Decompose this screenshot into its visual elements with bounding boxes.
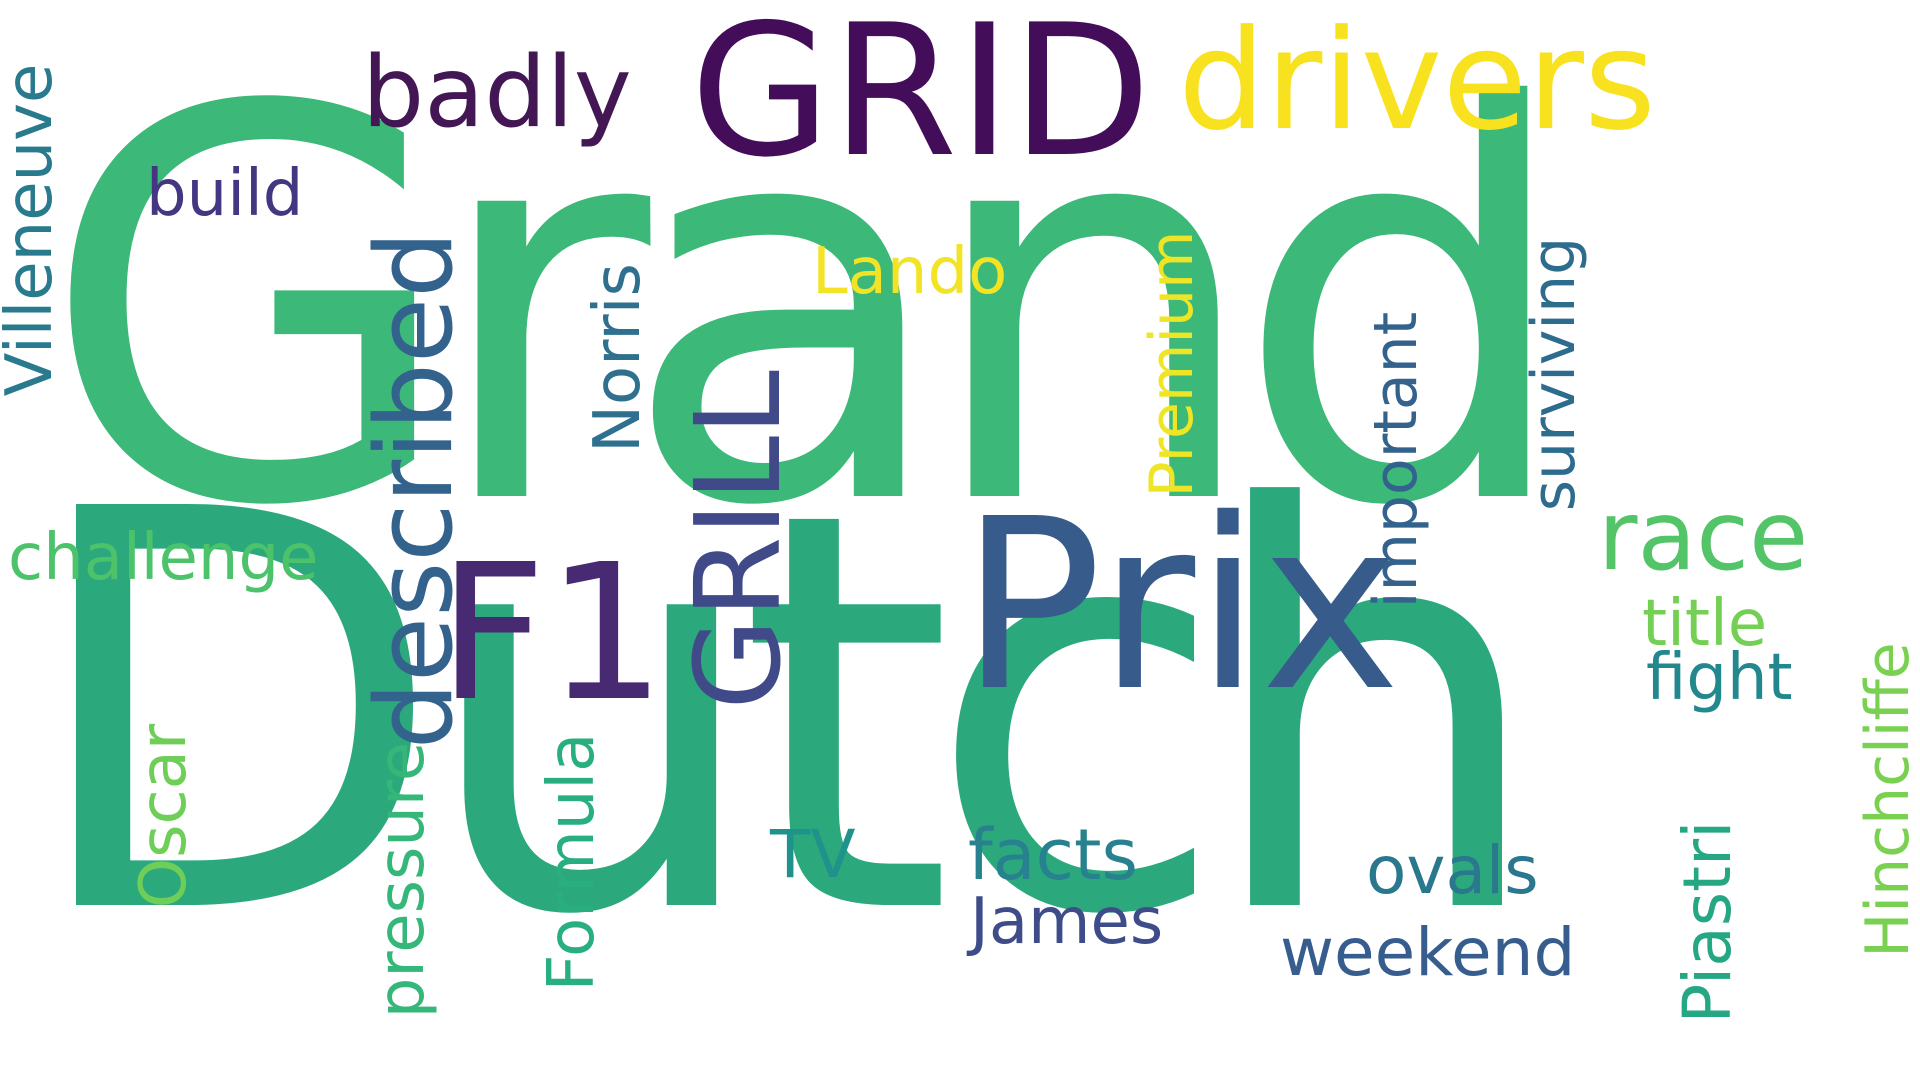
word-grand: Grand: [40, 0, 1576, 624]
word-badly: badly: [362, 36, 632, 150]
word-surviving: surviving: [1519, 236, 1589, 512]
word-norris: Norris: [581, 263, 655, 453]
word-lando: Lando: [812, 235, 1008, 309]
word-prix: Prix: [960, 468, 1401, 743]
word-grid: GRID: [690, 0, 1152, 197]
word-tv: TV: [770, 816, 856, 893]
word-ovals: ovals: [1366, 832, 1539, 909]
word-fight: fight: [1646, 641, 1793, 715]
word-piastri: Piastri: [1669, 820, 1746, 1024]
word-build: build: [146, 157, 304, 231]
word-important: important: [1361, 311, 1431, 609]
word-dutch: Dutch: [22, 394, 1549, 1035]
word-premium: Premium: [1137, 230, 1207, 498]
word-hinchcliffe: Hinchcliffe: [1853, 642, 1920, 958]
word-challenge: challenge: [8, 521, 319, 595]
word-title: title: [1642, 587, 1768, 661]
word-pressure: pressure: [365, 741, 439, 1019]
word-james: James: [970, 885, 1164, 959]
word-described: described: [353, 230, 476, 750]
word-facts: facts: [968, 814, 1138, 896]
word-oscar: Oscar: [127, 723, 201, 909]
word-formula: Formula: [535, 732, 609, 992]
word-race: race: [1598, 480, 1809, 592]
word-weekend: weekend: [1280, 914, 1576, 991]
word-drivers: drivers: [1178, 0, 1656, 161]
word-grill: GRILL: [669, 370, 807, 710]
word-f1: F1: [438, 524, 666, 743]
word-villeneuve: Villeneuve: [0, 63, 67, 397]
